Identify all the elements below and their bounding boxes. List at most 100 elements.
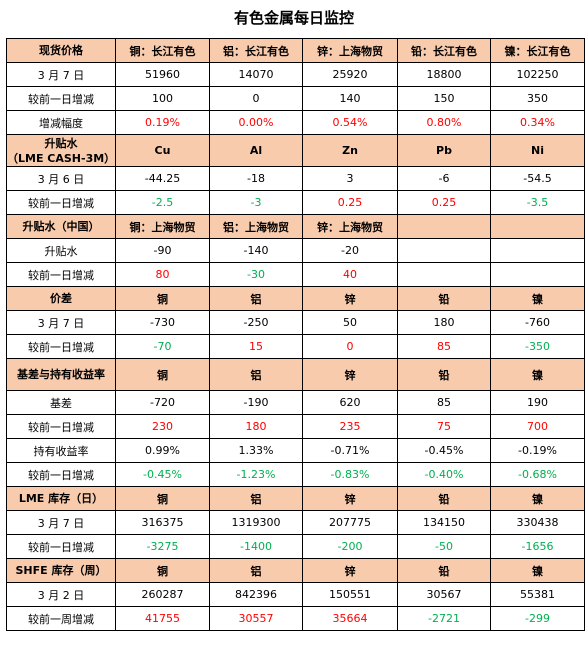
table-cell: 140: [302, 86, 398, 111]
table-cell: -3275: [115, 534, 210, 559]
column-header: 铜: [115, 358, 210, 391]
table-row: 较前一日增减 100 0 140 150 350: [6, 86, 585, 111]
table-cell: 75: [397, 414, 491, 439]
row-label: 3 月 6 日: [6, 166, 116, 191]
table-row: 3 月 7 日 -730 -250 50 180 -760: [6, 310, 585, 335]
section-header-row: 现货价格 铜：长江有色 铝：长江有色 锌：上海物贸 铅：长江有色 镍：长江有色: [6, 38, 585, 63]
table-cell: -90: [115, 238, 210, 263]
table-cell: 0.54%: [302, 110, 398, 135]
column-header: 铝：长江有色: [209, 38, 303, 63]
table-cell: 51960: [115, 62, 210, 87]
table-cell: [490, 238, 585, 263]
table-cell: 180: [209, 414, 303, 439]
column-header: 锌: [302, 358, 398, 391]
table-cell: [397, 238, 491, 263]
section-title: LME 库存（日）: [6, 486, 116, 511]
table-row: 较前一日增减 -0.45% -1.23% -0.83% -0.40% -0.68%: [6, 462, 585, 487]
column-header: 铜：长江有色: [115, 38, 210, 63]
table-cell: -0.71%: [302, 438, 398, 463]
row-label: 较前一周增减: [6, 606, 116, 631]
table-row: 较前一日增减 -2.5 -3 0.25 0.25 -3.5: [6, 190, 585, 215]
table-row: 增减幅度 0.19% 0.00% 0.54% 0.80% 0.34%: [6, 110, 585, 135]
table-cell: 14070: [209, 62, 303, 87]
row-label: 3 月 2 日: [6, 582, 116, 607]
table-row: 3 月 2 日 260287 842396 150551 30567 55381: [6, 582, 585, 607]
table-cell: 25920: [302, 62, 398, 87]
table-cell: 1.33%: [209, 438, 303, 463]
table-cell: 80: [115, 262, 210, 287]
column-header: 铅: [397, 486, 491, 511]
table-cell: 30557: [209, 606, 303, 631]
table-cell: -0.68%: [490, 462, 585, 487]
table-cell: -54.5: [490, 166, 585, 191]
table-cell: -20: [302, 238, 398, 263]
column-header: 铜: [115, 486, 210, 511]
section-header-row: 基差与持有收益率铜铝锌铅镍: [6, 358, 585, 391]
column-header: 镍: [490, 358, 585, 391]
table-cell: -0.83%: [302, 462, 398, 487]
table-cell: 260287: [115, 582, 210, 607]
table-cell: 85: [397, 390, 491, 415]
table-cell: -3: [209, 190, 303, 215]
table-cell: 330438: [490, 510, 585, 535]
table-cell: -70: [115, 334, 210, 359]
table-cell: 235: [302, 414, 398, 439]
table-cell: 15: [209, 334, 303, 359]
table-row: 较前一日增减 -3275 -1400 -200 -50 -1656: [6, 534, 585, 559]
column-header: 镍: [490, 558, 585, 583]
table-cell: -0.19%: [490, 438, 585, 463]
column-header: 铝: [209, 486, 303, 511]
table-cell: 55381: [490, 582, 585, 607]
table-row: 较前一日增减 230 180 235 75 700: [6, 414, 585, 439]
table-cell: -1400: [209, 534, 303, 559]
table-cell: -760: [490, 310, 585, 335]
table-cell: -190: [209, 390, 303, 415]
table-cell: [397, 262, 491, 287]
table-cell: 134150: [397, 510, 491, 535]
table-cell: -0.45%: [115, 462, 210, 487]
table-cell: 316375: [115, 510, 210, 535]
table-row: 3 月 7 日 51960 14070 25920 18800 102250: [6, 62, 585, 87]
table-row: 3 月 6 日 -44.25 -18 3 -6 -54.5: [6, 166, 585, 191]
table-cell: 85: [397, 334, 491, 359]
row-label: 较前一日增减: [6, 534, 116, 559]
row-label: 较前一日增减: [6, 462, 116, 487]
column-header: [490, 214, 585, 239]
column-header: [397, 214, 491, 239]
column-header: Zn: [302, 134, 398, 167]
page-title: 有色金属每日监控: [233, 9, 354, 27]
section-title: SHFE 库存（周）: [6, 558, 116, 583]
table-cell: 0.99%: [115, 438, 210, 463]
table-row: 持有收益率 0.99% 1.33% -0.71% -0.45% -0.19%: [6, 438, 585, 463]
table-cell: -30: [209, 262, 303, 287]
table-cell: -2.5: [115, 190, 210, 215]
table-cell: -3.5: [490, 190, 585, 215]
table-cell: 150: [397, 86, 491, 111]
table-cell: 30567: [397, 582, 491, 607]
column-header: 锌: [302, 486, 398, 511]
column-header: 镍: [490, 486, 585, 511]
section-header-row: SHFE 库存（周）铜铝锌铅镍: [6, 558, 585, 583]
section-title: 升贴水（中国）: [6, 214, 116, 239]
column-header: 锌: [302, 558, 398, 583]
table-cell: 0.19%: [115, 110, 210, 135]
table-cell: 190: [490, 390, 585, 415]
column-header: 铜: [115, 558, 210, 583]
table-cell: -250: [209, 310, 303, 335]
column-header: 铜：上海物贸: [115, 214, 210, 239]
section-header-row: 升贴水 （LME CASH-3M） Cu Al Zn Pb Ni: [6, 134, 585, 167]
table-cell: 207775: [302, 510, 398, 535]
column-header: 铝: [209, 286, 303, 311]
table-cell: -200: [302, 534, 398, 559]
column-header: 镍：长江有色: [490, 38, 585, 63]
table-cell: -44.25: [115, 166, 210, 191]
section-header-row: 升贴水（中国） 铜：上海物贸 铝：上海物贸 锌：上海物贸: [6, 214, 585, 239]
section-title: 升贴水 （LME CASH-3M）: [6, 134, 116, 167]
table-cell: 0.25: [397, 190, 491, 215]
table-row: 较前一周增减 41755 30557 35664 -2721 -299: [6, 606, 585, 631]
table-cell: 620: [302, 390, 398, 415]
table-cell: 0.34%: [490, 110, 585, 135]
table-row: 基差 -720 -190 620 85 190: [6, 390, 585, 415]
column-header: 铜: [115, 286, 210, 311]
table-cell: 0.80%: [397, 110, 491, 135]
